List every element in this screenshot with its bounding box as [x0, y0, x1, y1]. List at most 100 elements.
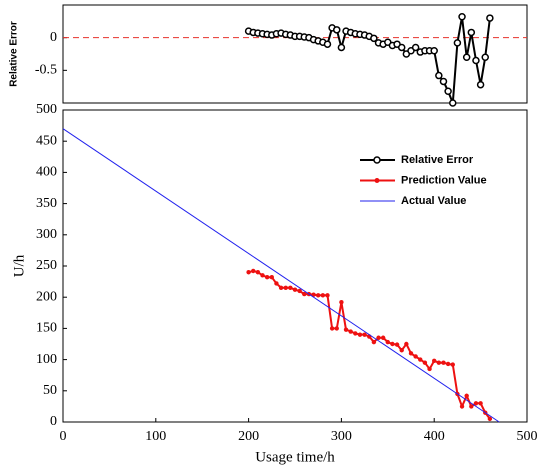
series-line: [248, 269, 491, 420]
marker: [432, 358, 437, 364]
y-tick-label: 0: [50, 30, 57, 45]
marker: [441, 360, 446, 365]
y-tick-label: -0.5: [35, 63, 57, 78]
marker: [445, 361, 451, 367]
marker: [337, 43, 346, 52]
marker: [476, 80, 485, 89]
marker: [473, 401, 479, 406]
marker: [444, 87, 452, 95]
marker: [376, 335, 381, 340]
marker: [394, 342, 400, 347]
marker: [422, 360, 428, 365]
series-line: [62, 128, 500, 423]
marker: [278, 285, 284, 291]
marker: [439, 77, 448, 86]
marker: [246, 270, 251, 275]
marker: [334, 326, 339, 331]
marker: [487, 416, 493, 422]
marker: [486, 14, 494, 22]
marker: [311, 292, 316, 297]
marker: [418, 357, 423, 362]
marker: [353, 331, 358, 336]
marker: [260, 273, 265, 278]
marker: [413, 354, 418, 359]
x-tick-label: 500: [517, 429, 538, 444]
marker: [371, 339, 377, 345]
marker: [292, 287, 298, 292]
plot-frame: [62, 4, 528, 104]
series-line: [248, 16, 491, 104]
x-tick-label: 0: [60, 429, 67, 444]
legend-label: Relative Error: [401, 154, 474, 166]
marker: [333, 26, 341, 34]
marker: [348, 329, 353, 334]
marker: [302, 291, 307, 297]
y-tick-label: 100: [36, 352, 57, 367]
y-tick-label: 450: [36, 133, 57, 148]
y-axis-label: Relative Error: [9, 21, 20, 87]
marker: [458, 13, 466, 21]
y-tick-label: 400: [36, 165, 57, 180]
marker: [288, 285, 293, 291]
marker: [481, 53, 489, 62]
marker: [408, 351, 414, 356]
marker: [385, 339, 390, 345]
marker: [427, 366, 432, 372]
x-axis-label: Usage time/h: [255, 449, 335, 465]
marker: [399, 348, 404, 353]
legend: Relative Error Prediction Value Actual Val…: [360, 154, 487, 207]
marker: [453, 39, 462, 47]
x-tick-label: 200: [238, 429, 259, 444]
marker: [320, 293, 326, 298]
x-tick-label: 100: [145, 429, 166, 444]
y-tick-label: 200: [36, 289, 57, 304]
marker: [478, 401, 483, 406]
marker: [343, 327, 349, 332]
marker: [462, 53, 471, 62]
marker: [467, 28, 476, 37]
x-tick-label: 400: [424, 429, 445, 444]
legend-label: Prediction Value: [401, 174, 487, 186]
marker: [283, 285, 288, 291]
y-tick-label: 0: [50, 414, 57, 429]
y-tick-label: 50: [43, 383, 57, 398]
marker: [397, 43, 406, 52]
y-tick-label: 500: [36, 102, 57, 117]
marker: [430, 46, 438, 55]
marker: [264, 275, 270, 280]
marker: [297, 288, 302, 294]
x-tick-label: 300: [331, 429, 352, 444]
marker: [404, 341, 409, 347]
marker: [325, 293, 330, 298]
y-axis-label: U/h: [11, 254, 27, 277]
marker: [390, 341, 395, 347]
marker: [274, 281, 279, 286]
marker: [339, 299, 344, 305]
marker: [251, 268, 256, 274]
legend-label: Actual Value: [401, 195, 466, 207]
marker: [255, 270, 261, 275]
marker: [436, 360, 442, 365]
marker: [459, 404, 465, 409]
marker: [435, 71, 443, 80]
marker: [329, 326, 335, 331]
marker: [370, 34, 378, 43]
legend-marker: [374, 178, 380, 183]
marker: [449, 99, 457, 107]
y-tick-label: 150: [36, 321, 57, 336]
marker: [469, 404, 474, 409]
legend-marker: [373, 156, 381, 164]
y-tick-label: 300: [36, 227, 57, 242]
marker: [464, 393, 469, 398]
marker: [323, 40, 332, 48]
y-tick-label: 250: [36, 258, 57, 273]
marker: [411, 43, 420, 52]
marker: [472, 56, 480, 65]
y-tick-label: 350: [36, 196, 57, 211]
marker: [380, 335, 386, 340]
marker: [450, 362, 455, 367]
marker: [362, 332, 367, 337]
marker: [269, 275, 274, 280]
marker: [357, 332, 363, 337]
